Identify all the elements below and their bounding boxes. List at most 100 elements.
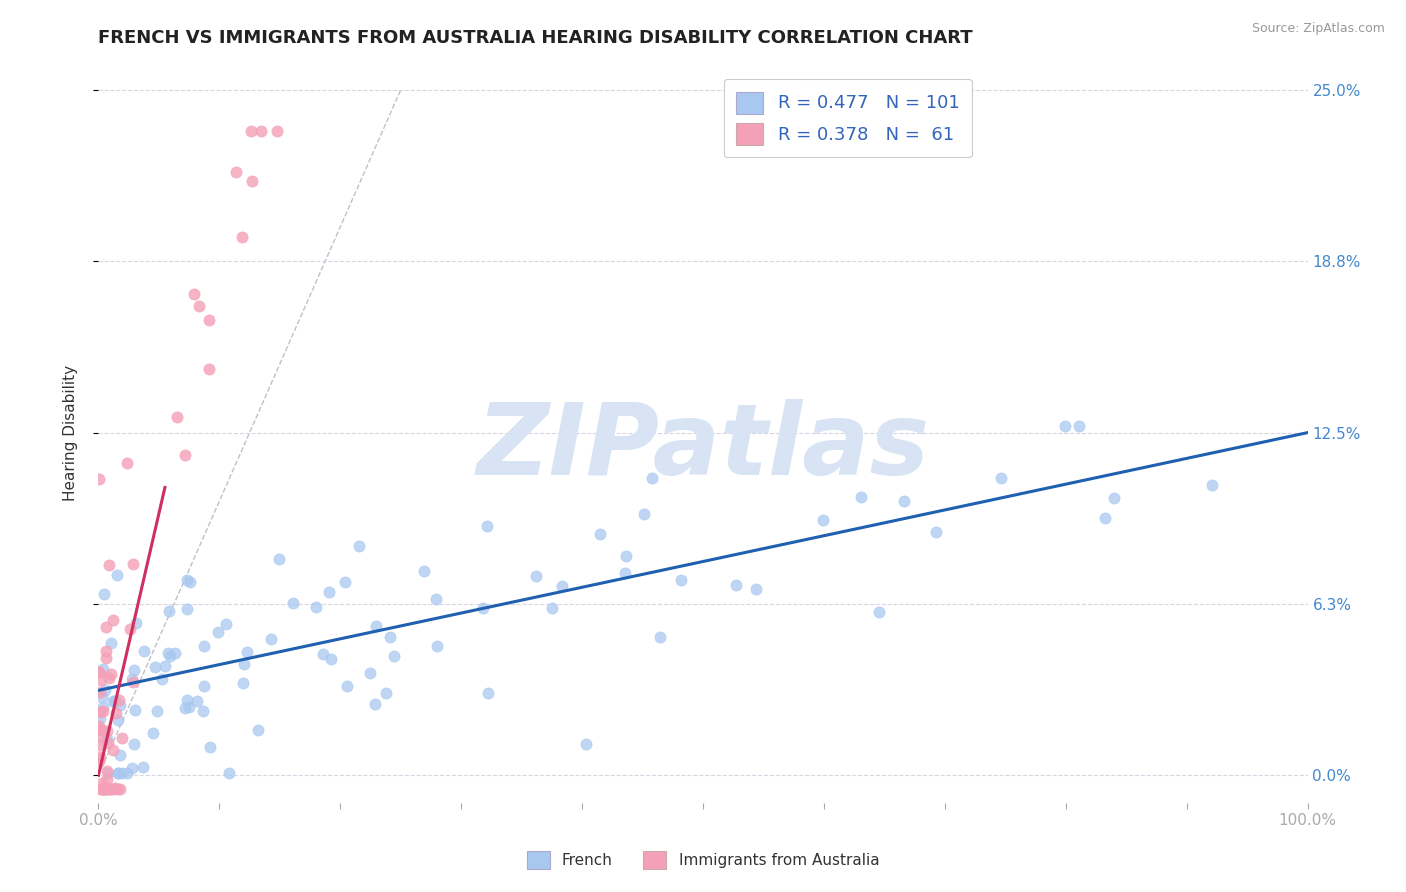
- Point: [260, 632, 283, 646]
- Point: [811, 513, 834, 527]
- Point: [87, 665, 110, 679]
- Point: [413, 564, 436, 578]
- Point: [1053, 418, 1076, 433]
- Point: [96, 772, 118, 786]
- Point: [347, 539, 370, 553]
- Legend: French, Immigrants from Australia: French, Immigrants from Australia: [520, 845, 886, 875]
- Point: [90, 730, 112, 744]
- Point: [247, 723, 270, 737]
- Point: [193, 705, 215, 719]
- Point: [378, 630, 401, 644]
- Point: [96, 764, 118, 779]
- Point: [98, 672, 121, 686]
- Point: [312, 647, 335, 661]
- Point: [122, 557, 145, 571]
- Point: [142, 726, 165, 740]
- Point: [193, 639, 215, 653]
- Point: [125, 616, 148, 631]
- Point: [89, 723, 111, 737]
- Point: [107, 765, 129, 780]
- Point: [101, 694, 124, 708]
- Point: [91, 700, 114, 714]
- Point: [90, 782, 112, 797]
- Point: [193, 679, 215, 693]
- Point: [249, 124, 271, 138]
- Point: [117, 765, 139, 780]
- Point: [186, 693, 208, 707]
- Point: [122, 737, 145, 751]
- Point: [108, 698, 131, 712]
- Point: [166, 410, 188, 425]
- Point: [382, 649, 405, 664]
- Point: [173, 449, 195, 463]
- Point: [744, 582, 766, 597]
- Point: [614, 549, 637, 563]
- Point: [267, 552, 290, 566]
- Point: [233, 657, 256, 671]
- Point: [89, 705, 111, 719]
- Point: [89, 739, 111, 753]
- Point: [183, 286, 205, 301]
- Point: [94, 782, 117, 797]
- Text: ZIPatlas: ZIPatlas: [477, 399, 929, 496]
- Point: [105, 567, 128, 582]
- Point: [97, 558, 120, 573]
- Point: [89, 711, 111, 725]
- Point: [93, 782, 115, 797]
- Point: [236, 645, 259, 659]
- Point: [925, 524, 948, 539]
- Point: [157, 646, 180, 660]
- Point: [104, 781, 127, 796]
- Point: [96, 724, 118, 739]
- Point: [364, 619, 387, 633]
- Point: [121, 672, 143, 686]
- Point: [96, 643, 118, 657]
- Point: [333, 574, 356, 589]
- Point: [207, 625, 229, 640]
- Point: [893, 494, 915, 508]
- Point: [87, 472, 110, 486]
- Point: [197, 362, 219, 376]
- Point: [159, 649, 181, 664]
- Point: [187, 299, 209, 313]
- Point: [100, 666, 122, 681]
- Point: [198, 313, 221, 327]
- Point: [633, 507, 655, 521]
- Point: [588, 527, 610, 541]
- Point: [1094, 511, 1116, 525]
- Point: [91, 782, 114, 797]
- Point: [115, 457, 138, 471]
- Point: [477, 686, 499, 700]
- Point: [1102, 491, 1125, 505]
- Point: [104, 694, 127, 708]
- Point: [100, 636, 122, 650]
- Point: [100, 781, 122, 796]
- Point: [89, 782, 111, 797]
- Point: [198, 739, 221, 754]
- Point: [475, 518, 498, 533]
- Point: [232, 676, 254, 690]
- Point: [176, 602, 198, 616]
- Point: [94, 682, 117, 697]
- Point: [319, 652, 342, 666]
- Point: [524, 568, 547, 582]
- Legend: R = 0.477   N = 101, R = 0.378   N =  61: R = 0.477 N = 101, R = 0.378 N = 61: [724, 78, 972, 157]
- Point: [146, 704, 169, 718]
- Point: [359, 666, 381, 681]
- Point: [121, 674, 143, 689]
- Point: [121, 762, 143, 776]
- Point: [150, 672, 173, 686]
- Point: [176, 692, 198, 706]
- Point: [87, 665, 110, 679]
- Point: [725, 577, 748, 591]
- Point: [336, 679, 359, 693]
- Point: [93, 782, 115, 797]
- Point: [240, 174, 263, 188]
- Point: [131, 760, 153, 774]
- Point: [107, 693, 129, 707]
- Point: [231, 230, 253, 244]
- Point: [375, 686, 398, 700]
- Point: [97, 736, 120, 750]
- Point: [103, 743, 125, 757]
- Text: Source: ZipAtlas.com: Source: ZipAtlas.com: [1251, 22, 1385, 36]
